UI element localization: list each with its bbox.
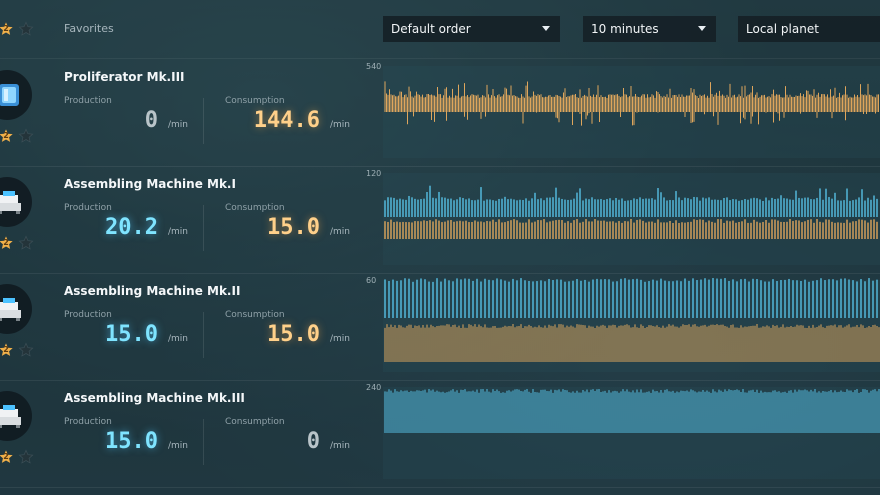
- production-value: 20.2: [105, 215, 158, 240]
- favorite-star-icon[interactable]: 2: [0, 128, 14, 144]
- production-unit: /min: [168, 334, 189, 344]
- chart-axis-max: 240: [366, 383, 382, 392]
- time-range-dropdown[interactable]: 10 minutes: [583, 16, 716, 42]
- consumption-value: 15.0: [267, 322, 320, 347]
- item-name: Assembling Machine Mk.I: [64, 177, 236, 191]
- production-value: 15.0: [105, 429, 158, 454]
- throughput-chart[interactable]: [383, 381, 880, 487]
- favorite-star-icon[interactable]: 2: [0, 21, 14, 37]
- production-unit: /min: [168, 227, 189, 237]
- consumption-unit: /min: [330, 334, 351, 344]
- item-row[interactable]: 2 Assembling Machine Mk.I Production 20.…: [0, 167, 880, 274]
- production-value: 0: [144, 108, 158, 133]
- item-row[interactable]: 2 Proliferator Mk.III Production 0 /min …: [0, 60, 880, 167]
- throughput-chart[interactable]: [383, 167, 880, 273]
- throughput-chart[interactable]: [383, 60, 880, 166]
- throughput-chart[interactable]: [383, 274, 880, 380]
- favorite-level: 2: [3, 24, 9, 33]
- item-icon-frame: [0, 284, 32, 334]
- favorite-star-icon[interactable]: 2: [0, 342, 14, 358]
- chart-svg: [384, 389, 880, 433]
- consumption-label: Consumption: [225, 96, 285, 106]
- chart-svg: [384, 81, 879, 126]
- chevron-down-icon: [698, 26, 706, 31]
- chart-area: [383, 173, 880, 265]
- production-value: 15.0: [105, 322, 158, 347]
- star-outline-icon[interactable]: [18, 449, 34, 465]
- production-unit: /min: [168, 120, 189, 130]
- sort-order-value: Default order: [391, 22, 471, 36]
- item-name: Assembling Machine Mk.III: [64, 391, 245, 405]
- favorite-level: 2: [3, 452, 9, 461]
- chart-svg: [384, 185, 878, 239]
- production-label: Production: [64, 96, 112, 106]
- favorite-star-icon[interactable]: 2: [0, 449, 14, 465]
- stat-divider: [203, 98, 204, 144]
- favorite-level: 2: [3, 131, 9, 140]
- chart-svg: [384, 278, 880, 362]
- production-unit: /min: [168, 441, 189, 451]
- stat-divider: [203, 312, 204, 358]
- favorite-level: 2: [3, 345, 9, 354]
- favorites-label: Favorites: [64, 22, 114, 35]
- item-icon-frame: [0, 177, 32, 227]
- item-name: Proliferator Mk.III: [64, 70, 185, 84]
- stat-divider: [203, 419, 204, 465]
- item-row[interactable]: 2 Assembling Machine Mk.II Production 15…: [0, 274, 880, 381]
- production-label: Production: [64, 203, 112, 213]
- consumption-label: Consumption: [225, 203, 285, 213]
- production-label: Production: [64, 310, 112, 320]
- scope-value: Local planet: [746, 22, 819, 36]
- chart-axis-max: 540: [366, 62, 382, 71]
- scope-dropdown[interactable]: Local planet: [738, 16, 880, 42]
- item-name: Assembling Machine Mk.II: [64, 284, 241, 298]
- item-row[interactable]: 2 Assembling Machine Mk.III Production 1…: [0, 381, 880, 488]
- favorite-level: 2: [3, 238, 9, 247]
- favorite-star-icon[interactable]: 2: [0, 235, 14, 251]
- sort-order-dropdown[interactable]: Default order: [383, 16, 560, 42]
- consumption-unit: /min: [330, 227, 351, 237]
- consumption-label: Consumption: [225, 417, 285, 427]
- consumption-unit: /min: [330, 441, 351, 451]
- star-outline-icon[interactable]: [18, 235, 34, 251]
- consumption-value: 0: [306, 429, 320, 454]
- production-label: Production: [64, 417, 112, 427]
- chevron-down-icon: [542, 26, 550, 31]
- consumption-unit: /min: [330, 120, 351, 130]
- star-outline-icon[interactable]: [18, 21, 34, 37]
- stat-divider: [203, 205, 204, 251]
- consumption-label: Consumption: [225, 310, 285, 320]
- item-icon-frame: [0, 391, 32, 441]
- consumption-value: 15.0: [267, 215, 320, 240]
- star-outline-icon[interactable]: [18, 342, 34, 358]
- consumption-value: 144.6: [253, 108, 320, 133]
- item-icon-frame: [0, 70, 32, 120]
- chart-axis-max: 120: [366, 169, 382, 178]
- time-range-value: 10 minutes: [591, 22, 659, 36]
- chart-axis-max: 60: [366, 276, 377, 285]
- star-outline-icon[interactable]: [18, 128, 34, 144]
- top-bar: 2 Favorites Default order 10 minutes Loc…: [0, 0, 880, 59]
